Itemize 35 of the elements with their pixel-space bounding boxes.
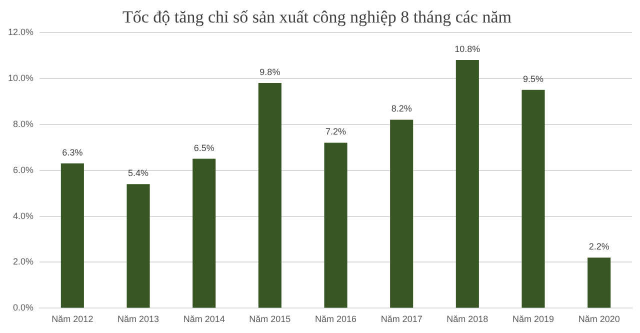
x-tick-label: Năm 2019 xyxy=(512,314,554,324)
bar xyxy=(126,184,150,308)
chart-title: Tốc độ tăng chỉ số sản xuất công nghiệp 8 tháng các năm xyxy=(122,8,512,27)
bar xyxy=(588,258,611,308)
x-tick-label: Năm 2017 xyxy=(380,314,422,324)
bar xyxy=(390,120,414,308)
x-tick-label: Năm 2014 xyxy=(183,314,225,324)
x-tick-label: Năm 2013 xyxy=(118,314,160,324)
data-label: 6.3% xyxy=(62,147,83,158)
bar xyxy=(258,82,282,308)
bar xyxy=(324,142,348,308)
data-label: 7.2% xyxy=(326,126,346,137)
x-tick-label: Năm 2016 xyxy=(314,314,357,324)
data-label: 9.8% xyxy=(260,66,280,77)
y-tick-label: 12.0% xyxy=(8,26,34,37)
x-tick-label: Năm 2015 xyxy=(249,314,291,324)
bar xyxy=(60,163,84,308)
x-tick-label: Năm 2018 xyxy=(446,314,488,324)
data-label: 8.2% xyxy=(391,104,412,114)
bar xyxy=(522,90,545,308)
y-tick-label: 8.0% xyxy=(13,118,34,129)
y-tick-label: 2.0% xyxy=(13,256,34,267)
y-tick-label: 0.0% xyxy=(13,302,34,313)
y-tick-label: 6.0% xyxy=(13,164,34,175)
data-label: 10.8% xyxy=(454,44,480,54)
bar xyxy=(192,158,216,308)
x-tick-label: Năm 2020 xyxy=(578,314,620,324)
bar xyxy=(456,60,479,308)
data-label: 6.5% xyxy=(194,142,214,153)
x-tick-label: Năm 2012 xyxy=(52,314,94,324)
y-tick-label: 4.0% xyxy=(13,210,34,221)
y-tick-label: 10.0% xyxy=(8,72,34,83)
data-label: 9.5% xyxy=(522,74,544,84)
data-label: 5.4% xyxy=(128,168,149,178)
data-label: 2.2% xyxy=(588,242,610,252)
